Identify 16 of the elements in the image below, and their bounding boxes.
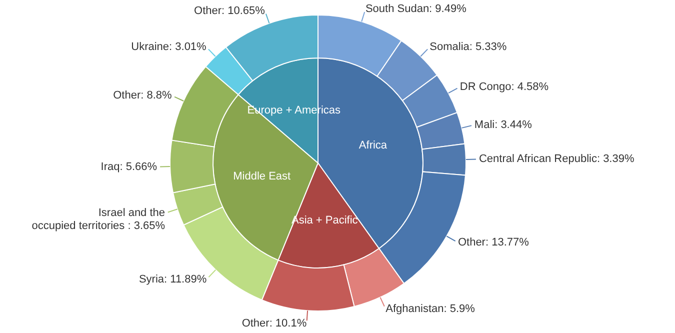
slice-label: Other: 10.1% — [242, 318, 307, 330]
slice-label: Central African Republic: 3.39% — [478, 153, 634, 166]
slice-label: Other: 13.77% — [458, 236, 530, 249]
slice-label: Afghanistan: 5.9% — [386, 303, 476, 316]
slice-label: DR Congo: 4.58% — [460, 80, 549, 93]
slice-label: Middle East — [233, 170, 291, 183]
slice-label: Other: 10.65% — [194, 4, 266, 17]
slice-label: Other: 8.8% — [113, 90, 172, 102]
slice-label: Mali: 3.44% — [474, 118, 532, 131]
slice-label: Somalia: 5.33% — [430, 41, 507, 54]
slice-label: Ukraine: 3.01% — [131, 41, 207, 54]
slice-label: South Sudan: 9.49% — [365, 3, 467, 16]
slice-label: Iraq: 5.66% — [100, 160, 158, 173]
slice-label: Africa — [358, 139, 388, 152]
slice-label: Syria: 11.89% — [138, 273, 207, 286]
slice-label: Israel and the occupied territories : 3.65% — [32, 207, 166, 232]
